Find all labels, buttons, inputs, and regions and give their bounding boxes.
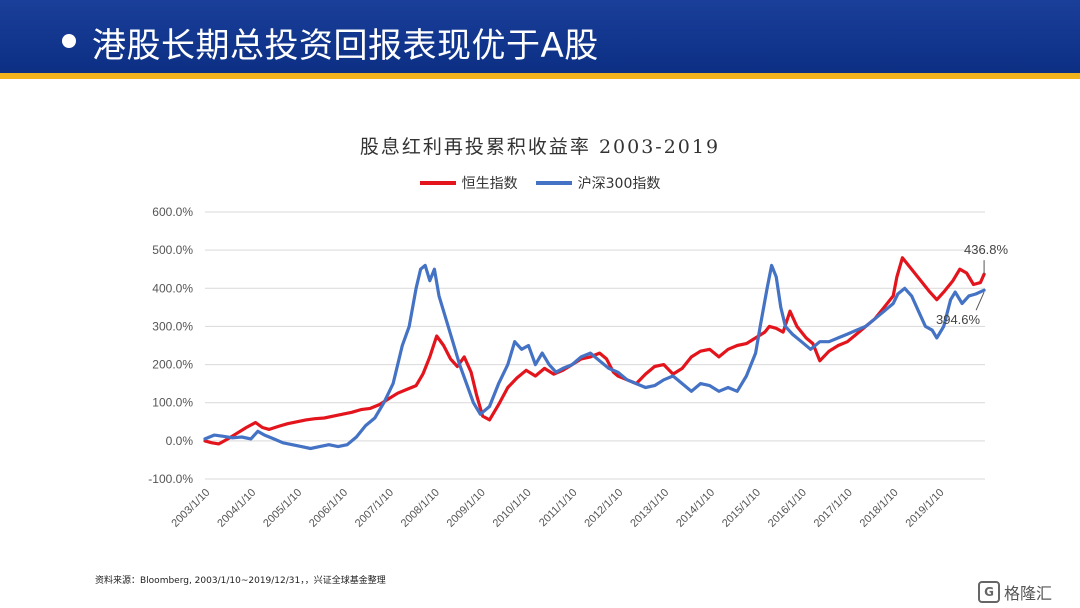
x-tick-label: 2009/1/10	[445, 487, 488, 530]
x-tick-label: 2016/1/10	[766, 487, 809, 530]
x-tick-label: 2017/1/10	[812, 487, 855, 530]
y-tick-label: 400.0%	[152, 281, 193, 295]
title-bullet-icon	[62, 34, 76, 48]
legend-label-csi300: 沪深300指数	[577, 176, 661, 192]
logo-mark-icon: G	[978, 581, 1000, 603]
slide-title: 港股长期总投资回报表现优于A股	[92, 26, 599, 66]
x-tick-label: 2006/1/10	[307, 487, 350, 530]
slide-header	[0, 0, 1080, 73]
x-tick-label: 2003/1/10	[169, 487, 212, 530]
x-tick-label: 2019/1/10	[904, 487, 947, 530]
legend-item-hsi: 恒生指数	[419, 173, 518, 193]
y-tick-label: 500.0%	[152, 243, 193, 257]
source-note: 资料来源：Bloomberg, 2003/1/10~2019/12/31，，兴证…	[95, 576, 386, 586]
x-tick-label: 2004/1/10	[215, 487, 258, 530]
chart-legend: 恒生指数 沪深300指数	[0, 173, 1080, 193]
y-tick-label: 300.0%	[152, 319, 193, 333]
annotation-hsi-end: 436.8%	[964, 242, 1009, 257]
y-tick-label: 0.0%	[166, 434, 194, 448]
annotation-leader-csi300	[975, 291, 985, 311]
x-tick-label: 2008/1/10	[399, 487, 442, 530]
annotation-csi300-end: 394.6%	[936, 312, 981, 327]
x-tick-label: 2013/1/10	[628, 487, 671, 530]
series-line-hsi	[203, 256, 986, 446]
header-accent-stripe	[0, 73, 1080, 79]
logo-text: 格隆汇	[1004, 584, 1053, 603]
legend-swatch-csi300	[535, 181, 572, 185]
x-tick-label: 2014/1/10	[674, 487, 717, 530]
x-tick-label: 2007/1/10	[353, 487, 396, 530]
x-tick-label: 2018/1/10	[858, 487, 901, 530]
x-tick-label: 2005/1/10	[261, 487, 304, 530]
x-tick-label: 2011/1/10	[537, 487, 580, 530]
legend-label-hsi: 恒生指数	[461, 176, 518, 192]
y-tick-label: 600.0%	[152, 205, 193, 219]
y-tick-label: 100.0%	[152, 396, 193, 410]
series-line-csi300	[203, 263, 986, 451]
x-tick-label: 2012/1/10	[582, 487, 625, 530]
legend-swatch-hsi	[419, 181, 456, 185]
publisher-logo: G 格隆汇	[978, 580, 1052, 604]
x-tick-label: 2010/1/10	[491, 487, 534, 530]
y-tick-label: -100.0%	[148, 472, 193, 486]
x-tick-label: 2015/1/10	[720, 487, 763, 530]
line-chart: -100.0% 0.0% 100.0% 200.0% 300.0% 400.0% 500.0…	[148, 205, 1009, 530]
y-tick-label: 200.0%	[152, 358, 193, 372]
chart-title: 股息红利再投累积收益率 2003-2019	[359, 136, 721, 158]
legend-item-csi300: 沪深300指数	[535, 173, 661, 193]
